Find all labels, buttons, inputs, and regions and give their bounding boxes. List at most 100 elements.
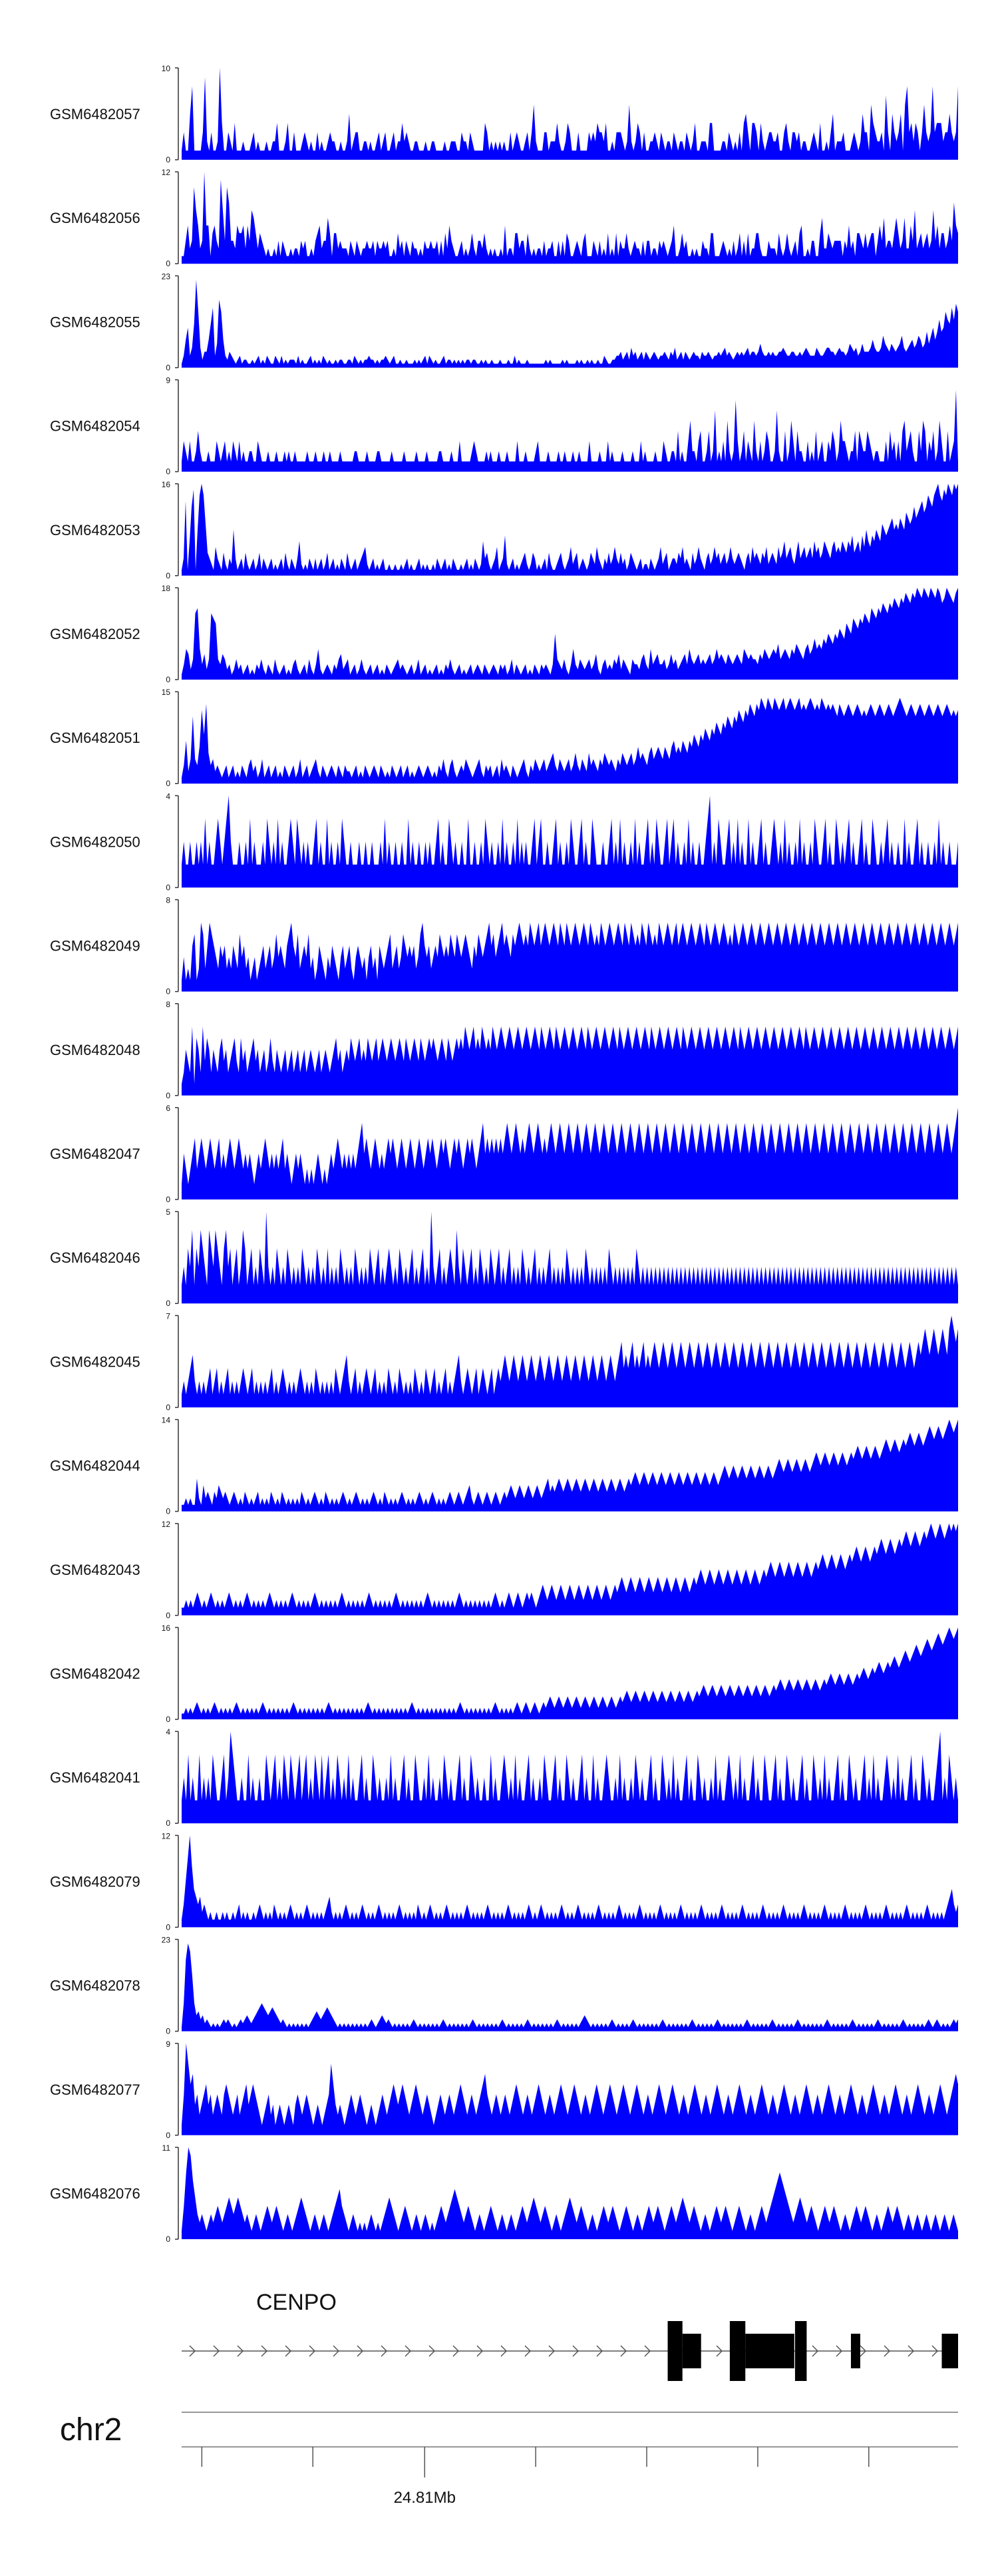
y-zero-label: 0: [166, 1299, 170, 1308]
strand-arrow: [452, 2345, 460, 2357]
track-GSM6482049: GSM6482049 8 0: [50, 896, 958, 996]
track-label: GSM6482053: [50, 522, 140, 538]
y-max-label: 12: [162, 1831, 171, 1840]
y-zero-label: 0: [166, 1611, 170, 1620]
track-GSM6482043: GSM6482043 12 0: [50, 1520, 958, 1620]
strand-arrow: [309, 2345, 316, 2357]
track-GSM6482053: GSM6482053 16 0: [50, 480, 958, 580]
track-GSM6482078: GSM6482078 23 0: [50, 1936, 958, 2036]
strand-arrow: [572, 2345, 580, 2357]
y-zero-label: 0: [166, 363, 170, 372]
strand-arrow: [548, 2345, 556, 2357]
track-label: GSM6482055: [50, 314, 140, 330]
y-zero-label: 0: [166, 1507, 170, 1516]
strand-arrow: [261, 2345, 268, 2357]
strand-arrow: [884, 2345, 891, 2357]
exon-utr: [729, 2321, 746, 2381]
track-GSM6482042: GSM6482042 16 0: [50, 1623, 958, 1724]
strand-arrow: [428, 2345, 436, 2357]
y-max-label: 7: [166, 1311, 170, 1321]
coverage-area: [182, 1211, 958, 1304]
track-GSM6482044: GSM6482044 14 0: [50, 1416, 958, 1516]
exon-cds: [850, 2334, 860, 2368]
track-GSM6482047: GSM6482047 6 0: [50, 1104, 958, 1204]
chromosome-axis: chr2 24.81Mb: [60, 2412, 958, 2507]
y-max-label: 9: [166, 376, 170, 385]
y-zero-label: 0: [166, 987, 170, 996]
track-GSM6482045: GSM6482045 7 0: [50, 1311, 958, 1412]
track-GSM6482050: GSM6482050 4 0: [50, 791, 958, 892]
coverage-area: [182, 2043, 958, 2135]
strand-arrow: [405, 2345, 412, 2357]
y-zero-label: 0: [166, 467, 170, 477]
coverage-area: [182, 1523, 958, 1615]
track-label: GSM6482051: [50, 730, 140, 746]
strand-arrow: [213, 2345, 220, 2357]
y-zero-label: 0: [166, 2235, 170, 2244]
y-max-label: 14: [162, 1416, 171, 1425]
track-GSM6482054: GSM6482054 9 0: [50, 376, 958, 477]
y-zero-label: 0: [166, 1715, 170, 1724]
track-label: GSM6482048: [50, 1042, 140, 1058]
y-max-label: 9: [166, 2039, 170, 2049]
coverage-area: [182, 588, 958, 680]
y-zero-label: 0: [166, 883, 170, 892]
track-GSM6482052: GSM6482052 18 0: [50, 584, 958, 684]
strand-arrow: [836, 2345, 843, 2357]
y-max-label: 16: [162, 480, 171, 489]
coverage-tracks: GSM6482057100GSM6482056120GSM6482055230G…: [50, 64, 958, 2244]
coverage-area: [182, 1315, 958, 1408]
coverage-area: [182, 1943, 958, 2032]
y-max-label: 12: [162, 168, 171, 177]
strand-arrow: [596, 2345, 603, 2357]
track-label: GSM6482057: [50, 106, 140, 122]
track-label: GSM6482044: [50, 1458, 140, 1474]
y-max-label: 23: [162, 272, 171, 281]
chromosome-label: chr2: [60, 2412, 122, 2448]
strand-arrow: [189, 2345, 196, 2357]
track-GSM6482041: GSM6482041 4 0: [50, 1727, 958, 1828]
y-zero-label: 0: [166, 155, 170, 164]
y-max-label: 23: [162, 1936, 171, 1945]
strand-arrow: [333, 2345, 340, 2357]
y-max-label: 8: [166, 1000, 170, 1009]
coverage-area: [182, 795, 958, 888]
strand-arrow: [908, 2345, 915, 2357]
track-label: GSM6482054: [50, 418, 140, 435]
strand-arrow: [620, 2345, 627, 2357]
track-GSM6482048: GSM6482048 8 0: [50, 1000, 958, 1100]
track-label: GSM6482042: [50, 1665, 140, 1682]
track-label: GSM6482050: [50, 833, 140, 850]
exon-cds: [682, 2334, 701, 2368]
y-max-label: 11: [162, 2143, 171, 2153]
exon-cds: [745, 2334, 794, 2368]
strand-arrow: [500, 2345, 508, 2357]
y-zero-label: 0: [166, 1402, 170, 1412]
exon-utr: [794, 2321, 807, 2381]
coverage-area: [182, 68, 958, 160]
y-zero-label: 0: [166, 779, 170, 788]
y-max-label: 8: [166, 896, 170, 905]
coverage-area: [182, 1627, 958, 1719]
coverage-area: [182, 1731, 958, 1824]
y-zero-label: 0: [166, 1195, 170, 1204]
y-zero-label: 0: [166, 1922, 170, 1932]
track-label: GSM6482043: [50, 1562, 140, 1578]
track-label: GSM6482076: [50, 2185, 140, 2202]
track-GSM6482057: GSM6482057 10 0: [50, 64, 958, 164]
gene-name: CENPO: [256, 2290, 337, 2315]
strand-arrow: [237, 2345, 244, 2357]
track-label: GSM6482079: [50, 1873, 140, 1890]
strand-arrow: [381, 2345, 388, 2357]
axis-tick-label: 24.81Mb: [394, 2489, 456, 2507]
y-zero-label: 0: [166, 571, 170, 580]
track-label: GSM6482047: [50, 1146, 140, 1162]
coverage-area: [182, 1419, 958, 1512]
strand-arrow: [716, 2345, 723, 2357]
coverage-area: [182, 483, 958, 576]
track-GSM6482056: GSM6482056 12 0: [50, 168, 958, 268]
strand-arrow: [860, 2345, 867, 2357]
strand-arrow: [644, 2345, 651, 2357]
coverage-area: [182, 1108, 958, 1199]
